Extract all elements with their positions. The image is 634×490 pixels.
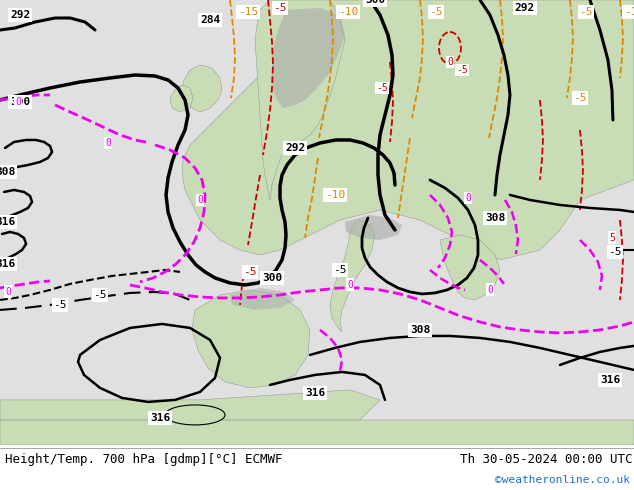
Polygon shape [182, 65, 222, 112]
Text: -5: -5 [333, 265, 347, 275]
Text: 0: 0 [197, 195, 203, 205]
Text: 0: 0 [465, 193, 471, 203]
Polygon shape [0, 390, 380, 420]
Text: 0: 0 [487, 285, 493, 295]
Text: 316: 316 [150, 413, 170, 423]
Text: 308: 308 [485, 213, 505, 223]
Text: 316: 316 [305, 388, 325, 398]
Polygon shape [272, 8, 345, 108]
Text: 0: 0 [347, 280, 353, 290]
Text: -5: -5 [243, 267, 257, 277]
Text: 5: 5 [609, 233, 615, 243]
Text: -5: -5 [53, 300, 67, 310]
Text: 316: 316 [0, 217, 15, 227]
Text: -5: -5 [93, 290, 107, 300]
Text: 316: 316 [600, 375, 620, 385]
Polygon shape [230, 288, 295, 310]
Text: 300: 300 [10, 97, 30, 107]
Text: -5: -5 [573, 93, 586, 103]
Polygon shape [170, 85, 193, 112]
Text: 284: 284 [200, 15, 220, 25]
Text: 0: 0 [15, 97, 21, 107]
Text: 292: 292 [285, 143, 305, 153]
Text: 308: 308 [410, 325, 430, 335]
Text: 292: 292 [10, 10, 30, 20]
Text: -5: -5 [429, 7, 443, 17]
Text: -5: -5 [456, 65, 468, 75]
Text: Th 30-05-2024 00:00 UTC (12+132): Th 30-05-2024 00:00 UTC (12+132) [460, 453, 634, 466]
Text: ©weatheronline.co.uk: ©weatheronline.co.uk [495, 475, 630, 485]
Polygon shape [182, 0, 634, 260]
Polygon shape [192, 290, 310, 388]
Text: -5: -5 [376, 83, 388, 93]
Text: Height/Temp. 700 hPa [gdmp][°C] ECMWF: Height/Temp. 700 hPa [gdmp][°C] ECMWF [5, 453, 283, 466]
Text: 300: 300 [262, 273, 282, 283]
Text: 292: 292 [515, 3, 535, 13]
Text: -10: -10 [338, 7, 358, 17]
Polygon shape [0, 420, 634, 445]
Text: 316: 316 [0, 259, 15, 269]
Text: 300: 300 [365, 0, 385, 5]
Text: -5: -5 [608, 247, 622, 257]
Text: 0: 0 [447, 57, 453, 67]
Text: 0: 0 [5, 287, 11, 297]
Text: -10: -10 [325, 190, 345, 200]
Polygon shape [345, 215, 402, 240]
Text: 308: 308 [0, 167, 15, 177]
Text: -5: -5 [273, 3, 287, 13]
Polygon shape [0, 0, 634, 445]
Ellipse shape [165, 405, 225, 425]
Text: 0: 0 [105, 138, 111, 148]
Polygon shape [255, 0, 345, 200]
Text: -15: -15 [238, 7, 258, 17]
Polygon shape [330, 220, 375, 332]
Text: -5: -5 [579, 7, 593, 17]
Text: -10: -10 [624, 7, 634, 17]
Polygon shape [440, 235, 500, 300]
